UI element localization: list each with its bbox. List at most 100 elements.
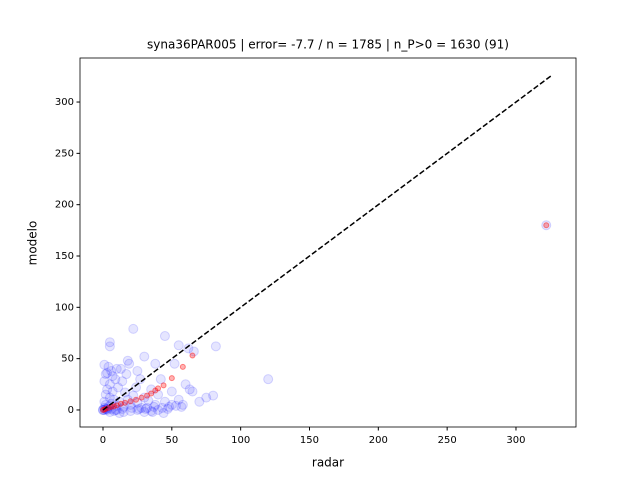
point <box>263 374 274 385</box>
point <box>102 403 113 414</box>
point <box>102 368 113 379</box>
point <box>111 363 122 374</box>
point <box>111 403 118 410</box>
point <box>103 361 114 372</box>
point <box>118 407 129 418</box>
point <box>179 363 186 370</box>
point <box>201 392 212 403</box>
point <box>168 375 175 382</box>
point <box>169 358 180 369</box>
point <box>189 352 196 359</box>
point <box>122 394 133 405</box>
point <box>107 371 118 382</box>
point <box>160 382 167 389</box>
point <box>133 403 144 414</box>
x-tick-label: 100 <box>231 435 250 446</box>
point <box>139 407 150 418</box>
point <box>136 402 147 413</box>
point <box>139 351 150 362</box>
point <box>173 394 184 405</box>
x-tick-label: 50 <box>165 435 178 446</box>
point <box>183 343 194 354</box>
point <box>111 404 122 415</box>
point <box>155 374 166 385</box>
x-tick-label: 0 <box>100 435 106 446</box>
point <box>176 401 187 412</box>
point <box>150 399 161 410</box>
point <box>164 401 175 412</box>
point <box>180 379 191 390</box>
point <box>188 346 199 357</box>
point <box>120 387 131 398</box>
point <box>147 407 158 418</box>
point <box>155 385 162 392</box>
point <box>132 365 143 376</box>
point <box>184 384 195 395</box>
point <box>187 386 198 397</box>
plot-frame <box>79 57 577 428</box>
point <box>208 390 219 401</box>
point <box>99 359 110 370</box>
point <box>131 382 142 393</box>
point <box>117 376 128 387</box>
point <box>159 396 170 407</box>
point <box>144 392 151 399</box>
point <box>99 376 110 387</box>
point <box>128 323 139 334</box>
point <box>153 404 164 415</box>
point <box>150 358 161 369</box>
x-tick-label: 150 <box>300 435 319 446</box>
point <box>139 392 150 403</box>
point <box>126 402 137 413</box>
point <box>166 399 177 410</box>
point <box>132 404 143 415</box>
point <box>106 365 117 376</box>
point <box>100 389 111 400</box>
x-tick-label: 200 <box>369 435 388 446</box>
point <box>162 403 173 414</box>
point <box>115 363 126 374</box>
point <box>104 337 115 348</box>
point <box>142 402 153 413</box>
y-tick-label: 250 <box>55 148 74 159</box>
point <box>109 394 120 405</box>
point <box>194 396 205 407</box>
point <box>146 405 157 416</box>
point <box>113 402 120 409</box>
point <box>117 403 128 414</box>
point <box>121 369 132 380</box>
point <box>100 403 111 414</box>
point <box>127 398 134 405</box>
point <box>210 341 221 352</box>
y-tick-label: 100 <box>55 302 74 313</box>
point <box>118 401 129 412</box>
point <box>100 369 111 380</box>
point <box>152 387 159 394</box>
point <box>111 400 122 411</box>
point <box>122 355 133 366</box>
point <box>132 397 143 408</box>
point <box>138 394 145 401</box>
point <box>109 405 120 416</box>
point <box>122 399 129 406</box>
point <box>117 400 124 407</box>
point <box>104 341 115 352</box>
x-axis-label: radar <box>312 456 344 470</box>
point <box>102 384 113 395</box>
point <box>125 405 136 416</box>
point <box>133 396 140 403</box>
point <box>157 402 168 413</box>
point <box>148 390 155 397</box>
y-tick-label: 150 <box>55 251 74 262</box>
point <box>177 399 188 410</box>
point <box>146 384 157 395</box>
point <box>128 390 139 401</box>
point <box>114 408 125 419</box>
point <box>153 389 164 400</box>
chart-title: syna36PAR005 | error= -7.7 / n = 1785 | … <box>147 38 509 52</box>
x-tick-label: 300 <box>506 435 525 446</box>
point <box>113 382 124 393</box>
point <box>104 407 115 418</box>
